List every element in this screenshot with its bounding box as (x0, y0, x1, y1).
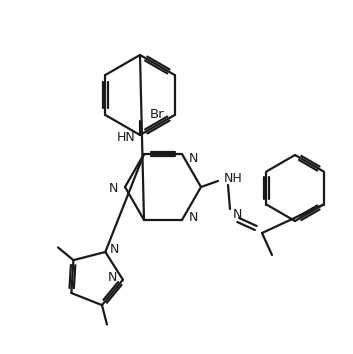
Text: N: N (189, 211, 198, 224)
Text: Br: Br (150, 108, 164, 121)
Text: NH: NH (224, 172, 243, 185)
Text: N: N (109, 183, 118, 195)
Text: N: N (108, 271, 117, 284)
Text: N: N (109, 244, 119, 256)
Text: HN: HN (116, 131, 135, 144)
Text: N: N (189, 152, 198, 165)
Text: N: N (233, 209, 243, 222)
